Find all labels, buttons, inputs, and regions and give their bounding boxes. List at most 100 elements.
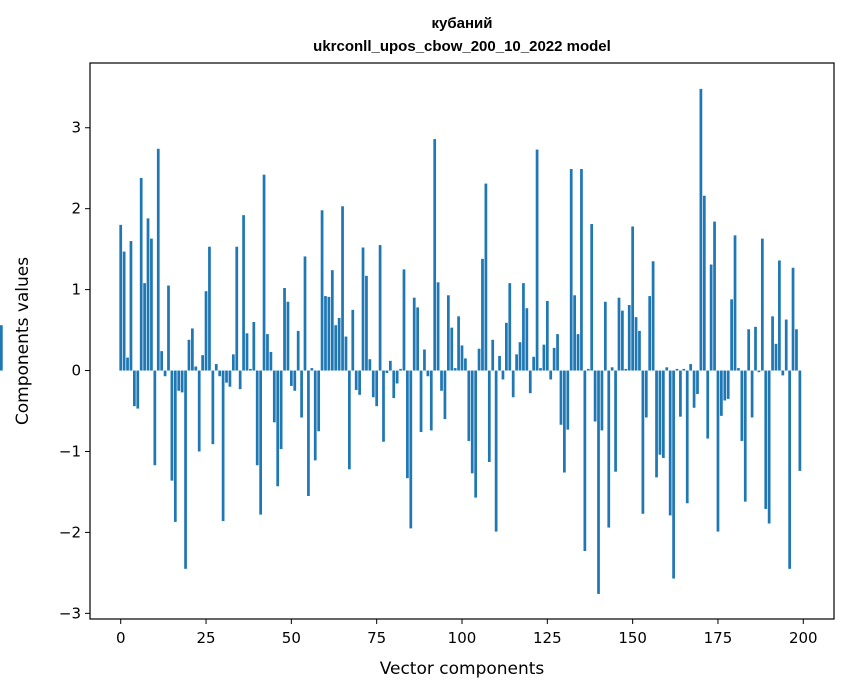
bar-149 — [627, 304, 631, 371]
bar-107 — [484, 183, 488, 371]
bar-34 — [235, 246, 239, 371]
x-axis-label: Vector components — [380, 659, 545, 679]
bar-90 — [426, 370, 430, 377]
bar-139 — [593, 370, 597, 422]
bar-82 — [399, 368, 402, 371]
bar-12 — [160, 351, 164, 371]
bar-157 — [655, 370, 658, 478]
chart-title: кубаний — [432, 15, 493, 32]
bar-87 — [416, 307, 419, 371]
bars-group — [0, 88, 802, 594]
bar-138 — [590, 224, 594, 371]
bar-29 — [218, 370, 222, 377]
bar-78 — [385, 370, 389, 373]
bar-109 — [491, 339, 495, 371]
bar-179 — [730, 299, 733, 371]
bar-48 — [283, 287, 286, 371]
bar-83 — [402, 269, 406, 371]
bar-33 — [231, 354, 235, 371]
bar-130 — [563, 370, 566, 473]
bar-36 — [242, 215, 245, 371]
bar-45 — [272, 370, 276, 423]
bar-135 — [580, 169, 583, 371]
bar-85 — [409, 370, 413, 529]
plot-frame — [89, 62, 835, 620]
bar-131 — [566, 370, 570, 430]
bar-16 — [173, 370, 177, 522]
bar-32 — [228, 370, 232, 387]
bar-70 — [358, 370, 361, 395]
bar-72 — [365, 275, 368, 371]
bar-177 — [723, 370, 727, 401]
bar-199 — [798, 370, 802, 471]
x-tick-label: 150 — [618, 629, 647, 647]
bar-42 — [262, 174, 266, 371]
bar-176 — [720, 370, 723, 416]
chart-subtitle: ukrconll_upos_cbow_200_10_2022 model — [313, 38, 611, 55]
bar-184 — [747, 329, 751, 371]
y-tick-label: −1 — [59, 442, 81, 460]
bar-117 — [518, 342, 522, 371]
bar-0 — [119, 224, 123, 371]
bar-44 — [269, 351, 273, 371]
bar-56 — [310, 368, 314, 371]
bar-46 — [276, 370, 280, 487]
bar-116 — [515, 354, 518, 371]
bar-106 — [481, 258, 484, 371]
bar-74 — [371, 370, 375, 398]
bar-49 — [286, 301, 290, 371]
bar-27 — [211, 370, 215, 445]
bar-95 — [443, 370, 447, 420]
x-axis-ticks: 0 25 50 75 100 125 150 175 200 — [116, 619, 818, 647]
bar-38 — [249, 368, 252, 371]
bar-197 — [791, 267, 795, 371]
x-tick-label: 0 — [116, 629, 126, 647]
bar-97 — [450, 327, 454, 371]
bar-169 — [696, 370, 699, 395]
bar-175 — [716, 370, 720, 532]
bar-164 — [679, 370, 682, 417]
bar-80 — [392, 370, 396, 399]
bar-118 — [522, 283, 525, 371]
bar-30 — [221, 370, 225, 522]
bar-196 — [788, 370, 791, 569]
bar-166 — [685, 370, 689, 504]
bar-134 — [576, 334, 580, 371]
bar-151 — [634, 317, 638, 371]
bar-137 — [586, 368, 590, 371]
bar-13 — [163, 370, 167, 377]
y-axis-ticks: −3 −2 −1 0 1 2 3 — [59, 119, 90, 622]
bar-18 — [180, 370, 184, 393]
bar-186 — [754, 326, 757, 371]
bar-68 — [351, 309, 355, 371]
bar-101 — [464, 358, 467, 371]
bar-159 — [661, 370, 665, 458]
bar-181 — [737, 368, 740, 371]
bar-128 — [556, 334, 559, 371]
bar-112 — [501, 370, 505, 380]
bar-132 — [569, 169, 573, 371]
bar-98 — [453, 368, 457, 371]
bar-189 — [764, 370, 768, 509]
bar-168 — [692, 370, 696, 408]
bar-120 — [528, 370, 532, 394]
bar-65 — [341, 206, 344, 371]
bar-73 — [368, 359, 372, 371]
bar-154 — [644, 370, 648, 418]
bar-84 — [406, 370, 409, 479]
y-axis-label: Components values — [13, 257, 33, 425]
bar-55 — [307, 370, 310, 496]
bar-31 — [225, 370, 228, 383]
bar-182 — [740, 370, 744, 441]
bar-50 — [289, 370, 293, 386]
bar-3 — [129, 241, 133, 371]
bar-110 — [494, 370, 498, 532]
bar-119 — [525, 308, 529, 371]
bar-5 — [136, 370, 140, 409]
bar-1 — [122, 251, 126, 371]
bar-8 — [146, 218, 150, 371]
x-tick-label: 200 — [789, 629, 818, 647]
bar-183 — [743, 370, 747, 502]
bar-96 — [446, 295, 450, 371]
